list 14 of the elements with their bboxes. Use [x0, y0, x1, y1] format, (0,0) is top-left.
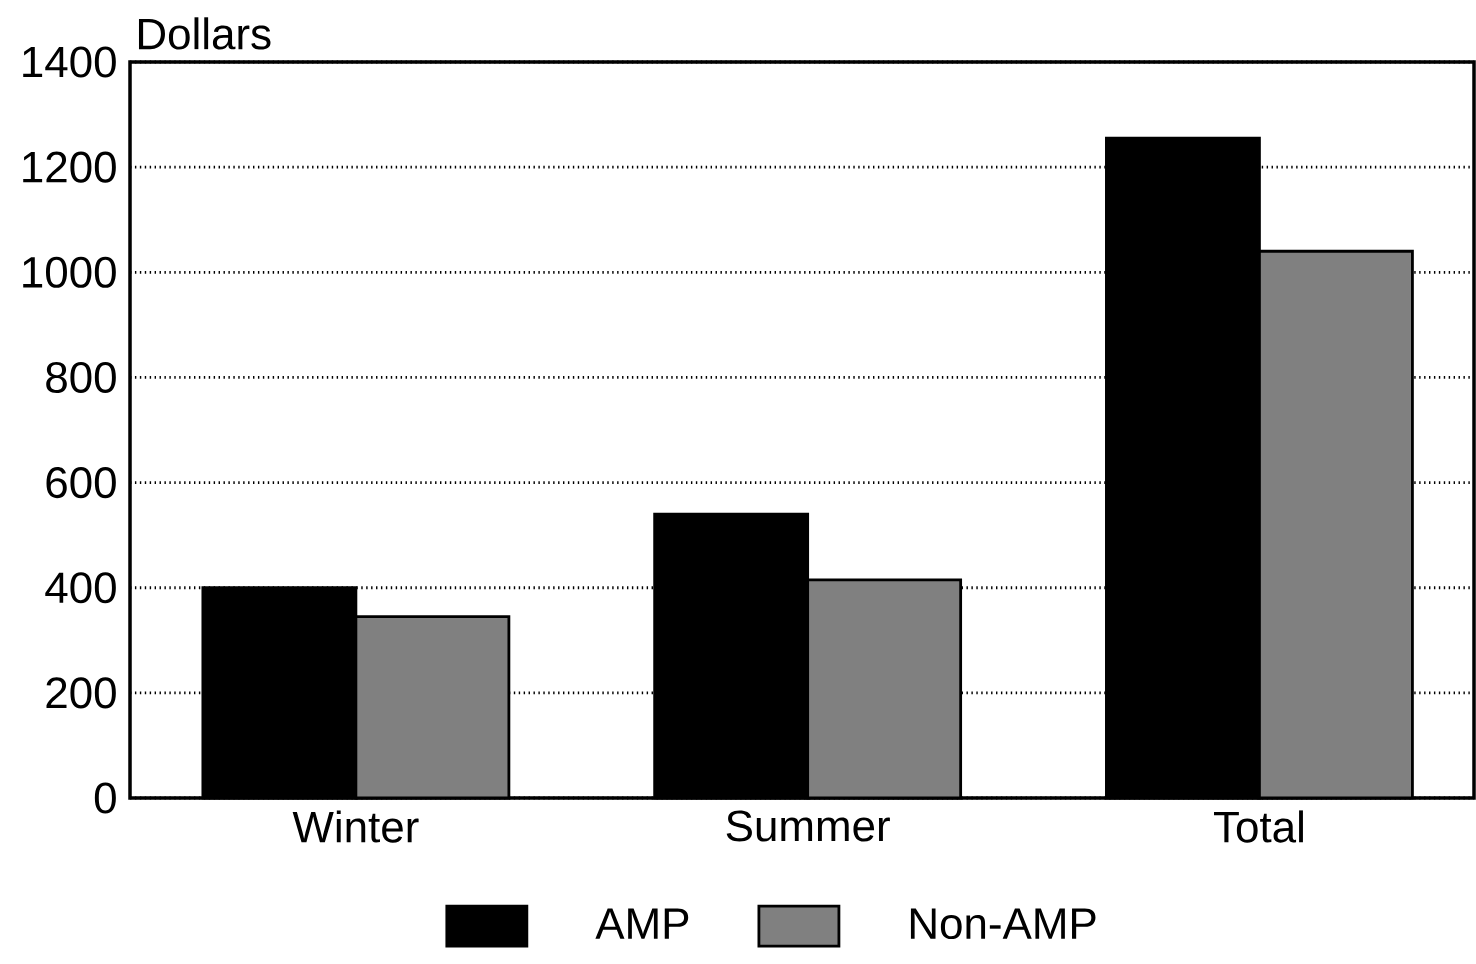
x-tick-label: Winter — [292, 810, 419, 843]
x-tick-label: Summer — [726, 810, 890, 842]
y-tick-label: 200 — [46, 677, 116, 709]
y-tick-label: 1200 — [23, 151, 116, 183]
y-tick-label: 1000 — [23, 256, 116, 288]
legend-label: AMP — [595, 908, 689, 939]
y-tick-label: 400 — [45, 572, 116, 604]
y-tick-label: 800 — [46, 361, 116, 393]
y-axis-title: Dollars — [138, 17, 271, 50]
y-tick-label: 1400 — [23, 46, 116, 78]
y-tick-label: 600 — [46, 467, 116, 499]
x-tick-label: Total — [1214, 810, 1303, 843]
y-tick-label: 0 — [94, 782, 116, 814]
legend-label: Non-AMP — [910, 908, 1096, 940]
